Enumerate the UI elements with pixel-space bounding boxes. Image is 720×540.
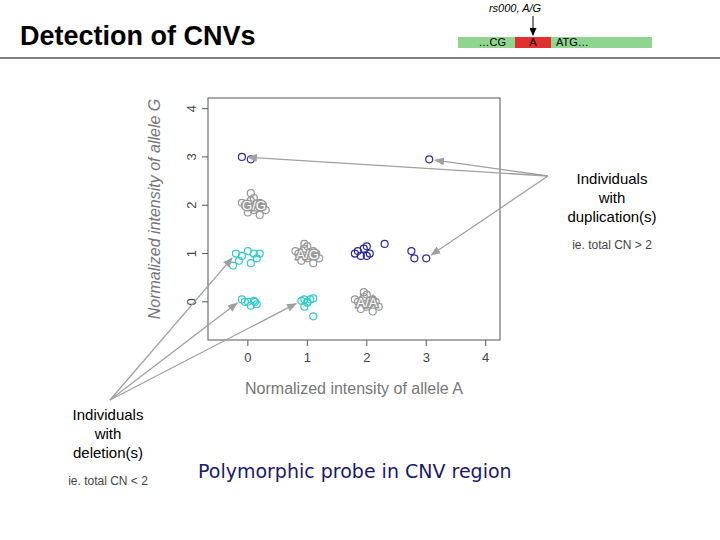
point [247, 190, 254, 197]
callout-text: Individuals with deletion(s) [73, 406, 144, 461]
callout-note: ie. total CN < 2 [68, 474, 148, 488]
point [235, 257, 242, 264]
sequence-right: ATG… [556, 36, 589, 48]
point [256, 250, 263, 257]
callout-arrow [110, 303, 237, 400]
callout-note: ie. total CN > 2 [572, 238, 652, 252]
x-tick-label: 4 [482, 350, 489, 365]
y-tick [202, 301, 208, 302]
callout-text: Individuals with duplication(s) [567, 170, 656, 225]
callout-arrow [248, 157, 548, 176]
point [408, 248, 415, 255]
x-tick [366, 340, 367, 346]
x-tick-label: 3 [423, 350, 430, 365]
point [238, 153, 245, 160]
callout-line: with [94, 425, 122, 442]
sequence-bar [458, 37, 652, 48]
y-tick [202, 253, 208, 254]
snp-arrow [533, 16, 534, 35]
point [411, 255, 418, 262]
y-tick [202, 156, 208, 157]
title: Detection of CNVs [20, 21, 256, 51]
cluster-label: A/A [357, 295, 378, 310]
callout-line: duplication(s) [567, 208, 656, 225]
allele: A [529, 36, 537, 48]
header-rule [0, 58, 720, 59]
point [241, 298, 248, 305]
callout-arrow [435, 160, 548, 176]
points [229, 153, 432, 319]
x-tick [426, 340, 427, 346]
x-axis-label: Normalized intensity of allele A [245, 380, 463, 397]
point [381, 240, 388, 247]
slide: Detection of CNVs …CG A ATG… rs000, A/G 0 1 2 3 4… [0, 0, 720, 540]
cluster-label: G/G [242, 198, 266, 213]
callout-arrow [110, 304, 296, 400]
x-tick [247, 340, 248, 346]
y-axis-label: Normalized intensity of allele G [146, 99, 163, 320]
callout-line: Individuals [73, 406, 144, 423]
caption: Polymorphic probe in CNV region [198, 460, 512, 482]
point [363, 252, 370, 259]
point [426, 156, 433, 163]
y-tick [202, 108, 208, 109]
callout-line: deletion(s) [73, 444, 143, 461]
cluster-label: A/G [296, 247, 318, 262]
y-tick-label: 1 [184, 250, 199, 257]
y-tick [202, 205, 208, 206]
x-tick-label: 0 [244, 350, 251, 365]
point [251, 298, 258, 305]
point [423, 255, 430, 262]
callout-arrow [431, 176, 548, 255]
plot-frame [208, 98, 500, 340]
y-tick-label: 4 [184, 105, 199, 112]
y-tick-label: 2 [184, 202, 199, 209]
x-tick [485, 340, 486, 346]
point [310, 313, 317, 320]
point [363, 243, 370, 250]
y-tick-label: 3 [184, 153, 199, 160]
x-tick [307, 340, 308, 346]
callout-arrow [110, 258, 232, 400]
x-tick-label: 1 [304, 350, 311, 365]
point [229, 262, 236, 269]
sequence-left: …CG [479, 36, 507, 48]
callout-line: Individuals [577, 170, 648, 187]
snp-site [515, 37, 551, 48]
snp-label: rs000, A/G [489, 2, 542, 14]
x-tick-label: 2 [363, 350, 370, 365]
callout-line: with [598, 189, 626, 206]
point [247, 260, 254, 267]
point [304, 298, 311, 305]
